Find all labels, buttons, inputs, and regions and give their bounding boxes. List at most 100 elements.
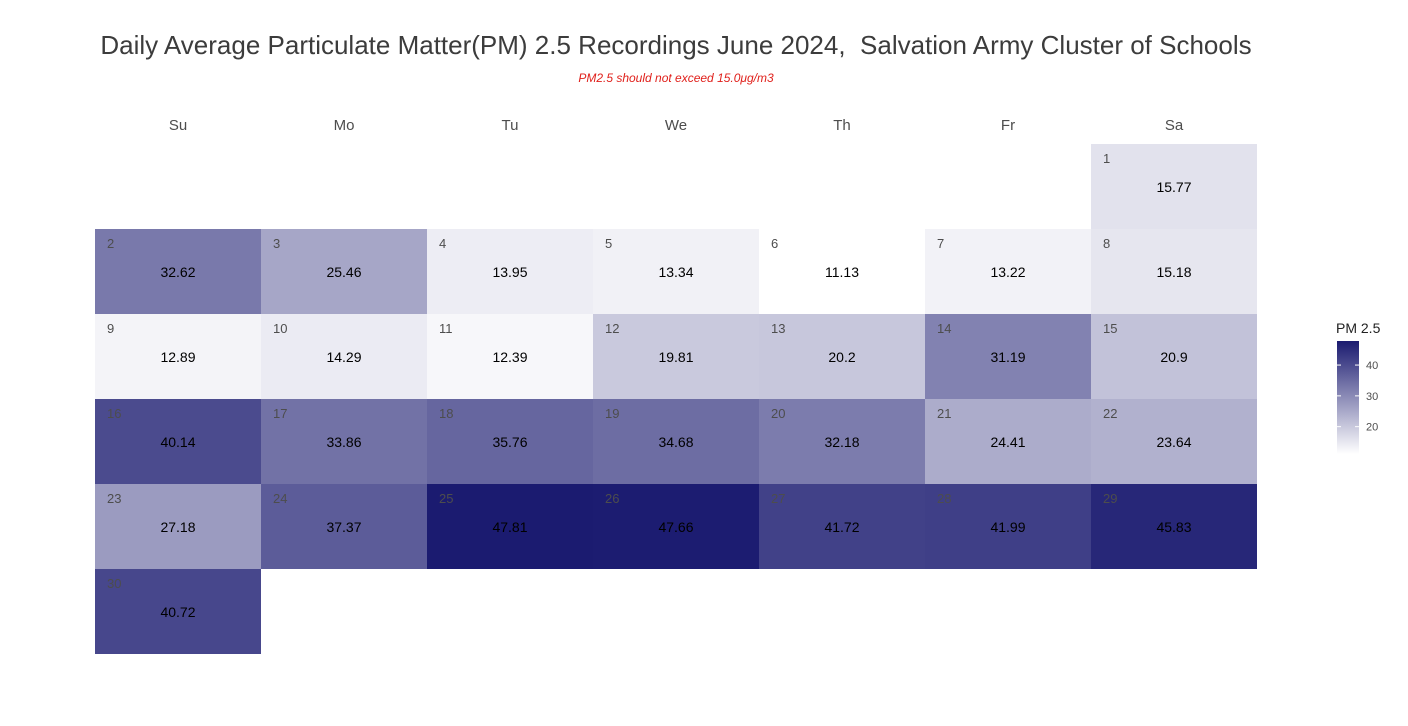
value-label: 23.64 bbox=[1156, 434, 1191, 450]
value-label: 47.66 bbox=[658, 519, 693, 535]
day-cell bbox=[593, 399, 759, 484]
day-cell bbox=[261, 314, 427, 399]
value-label: 13.22 bbox=[990, 264, 1025, 280]
value-label: 14.29 bbox=[326, 349, 361, 365]
day-cell bbox=[925, 484, 1091, 569]
chart-title: Daily Average Particulate Matter(PM) 2.5… bbox=[100, 30, 1252, 60]
day-number: 22 bbox=[1103, 406, 1117, 421]
day-cell bbox=[759, 399, 925, 484]
day-number: 7 bbox=[937, 236, 944, 251]
day-number: 4 bbox=[439, 236, 446, 251]
value-label: 13.95 bbox=[492, 264, 527, 280]
day-cell bbox=[261, 484, 427, 569]
day-number: 30 bbox=[107, 576, 121, 591]
day-number: 16 bbox=[107, 406, 121, 421]
value-label: 41.99 bbox=[990, 519, 1025, 535]
day-cell bbox=[1091, 484, 1257, 569]
value-label: 32.62 bbox=[160, 264, 195, 280]
day-cell bbox=[427, 399, 593, 484]
day-cell bbox=[593, 484, 759, 569]
calendar-cells: 1 15.77 2 32.62 3 25.46 4 13.95 5 13.34 6 11.13 7 13.… bbox=[95, 144, 1257, 654]
day-number: 11 bbox=[439, 321, 453, 336]
day-cell bbox=[95, 484, 261, 569]
day-number: 15 bbox=[1103, 321, 1117, 336]
day-number: 9 bbox=[107, 321, 114, 336]
value-label: 25.46 bbox=[326, 264, 361, 280]
weekday-label: Tu bbox=[502, 117, 519, 134]
day-cell bbox=[427, 314, 593, 399]
day-cell bbox=[593, 314, 759, 399]
day-number: 21 bbox=[937, 406, 951, 421]
day-cell bbox=[427, 229, 593, 314]
day-number: 3 bbox=[273, 236, 280, 251]
value-label: 27.18 bbox=[160, 519, 195, 535]
value-label: 32.18 bbox=[824, 434, 859, 450]
day-cell bbox=[427, 484, 593, 569]
weekday-label: Fr bbox=[1001, 117, 1015, 134]
value-label: 40.14 bbox=[160, 434, 195, 450]
day-number: 28 bbox=[937, 491, 951, 506]
day-cell bbox=[95, 569, 261, 654]
day-cell bbox=[261, 229, 427, 314]
day-cell bbox=[925, 399, 1091, 484]
chart-subtitle: PM2.5 should not exceed 15.0μg/m3 bbox=[578, 71, 774, 85]
legend-tick-label: 40 bbox=[1366, 360, 1378, 372]
value-label: 19.81 bbox=[658, 349, 693, 365]
legend-tick-label: 20 bbox=[1366, 422, 1378, 434]
legend-colorbar bbox=[1337, 341, 1359, 454]
value-label: 15.18 bbox=[1156, 264, 1191, 280]
value-label: 15.77 bbox=[1156, 179, 1191, 195]
day-number: 5 bbox=[605, 236, 612, 251]
day-number: 25 bbox=[439, 491, 453, 506]
day-cell bbox=[759, 484, 925, 569]
day-cell bbox=[593, 229, 759, 314]
value-label: 24.41 bbox=[990, 434, 1025, 450]
day-number: 24 bbox=[273, 491, 287, 506]
day-number: 26 bbox=[605, 491, 619, 506]
value-label: 12.39 bbox=[492, 349, 527, 365]
day-cell bbox=[95, 399, 261, 484]
value-label: 41.72 bbox=[824, 519, 859, 535]
day-number: 27 bbox=[771, 491, 785, 506]
weekday-label: We bbox=[665, 117, 687, 134]
value-label: 45.83 bbox=[1156, 519, 1191, 535]
color-legend: 20 30 40 bbox=[1337, 341, 1378, 454]
day-number: 10 bbox=[273, 321, 287, 336]
day-cell bbox=[759, 314, 925, 399]
weekday-label: Sa bbox=[1165, 117, 1184, 134]
day-cell bbox=[95, 314, 261, 399]
value-label: 31.19 bbox=[990, 349, 1025, 365]
day-cell bbox=[261, 399, 427, 484]
legend-tick-label: 30 bbox=[1366, 391, 1378, 403]
day-cell bbox=[925, 229, 1091, 314]
day-number: 8 bbox=[1103, 236, 1110, 251]
weekday-label: Mo bbox=[334, 117, 355, 134]
day-cell bbox=[1091, 314, 1257, 399]
weekday-headers: Su Mo Tu We Th Fr Sa bbox=[169, 117, 1184, 134]
day-number: 17 bbox=[273, 406, 287, 421]
day-number: 12 bbox=[605, 321, 619, 336]
day-cell bbox=[1091, 144, 1257, 229]
value-label: 47.81 bbox=[492, 519, 527, 535]
value-label: 20.2 bbox=[828, 349, 855, 365]
day-cell bbox=[925, 314, 1091, 399]
value-label: 11.13 bbox=[825, 264, 859, 280]
legend-title: PM 2.5 bbox=[1336, 320, 1381, 336]
weekday-label: Th bbox=[833, 117, 851, 134]
day-cell bbox=[95, 229, 261, 314]
day-number: 19 bbox=[605, 406, 619, 421]
day-number: 23 bbox=[107, 491, 121, 506]
day-cell bbox=[1091, 399, 1257, 484]
day-number: 2 bbox=[107, 236, 114, 251]
day-number: 18 bbox=[439, 406, 453, 421]
value-label: 13.34 bbox=[658, 264, 693, 280]
value-label: 34.68 bbox=[658, 434, 693, 450]
day-number: 13 bbox=[771, 321, 785, 336]
day-number: 29 bbox=[1103, 491, 1117, 506]
value-label: 37.37 bbox=[326, 519, 361, 535]
day-cell bbox=[759, 229, 925, 314]
value-label: 33.86 bbox=[326, 434, 361, 450]
day-number: 1 bbox=[1103, 151, 1110, 166]
day-number: 14 bbox=[937, 321, 951, 336]
